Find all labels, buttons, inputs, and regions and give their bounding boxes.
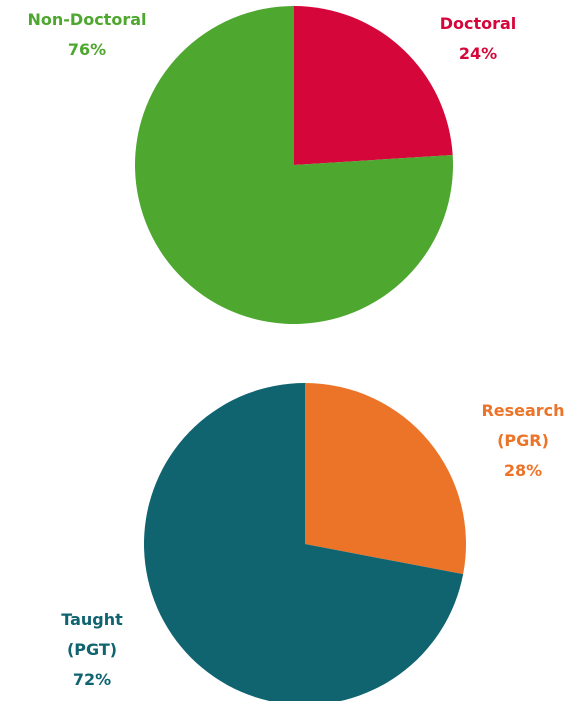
slice-label: Research (PGR) 28% <box>473 396 573 486</box>
slice-label: Non-Doctoral 76% <box>12 5 162 65</box>
value-label: 28% <box>503 461 543 480</box>
pie-slice <box>305 383 466 575</box>
slice-label: Doctoral 24% <box>423 9 533 69</box>
pie-slice <box>135 6 453 324</box>
value-label: 72% <box>72 670 112 689</box>
slice-label: Taught (PGT) 72% <box>52 605 132 695</box>
category-name: Taught (PGT) <box>61 610 123 659</box>
category-name: Doctoral <box>439 14 517 33</box>
category-name: Non-Doctoral <box>27 10 147 29</box>
pie-slice <box>294 6 453 165</box>
value-label: 76% <box>67 40 107 59</box>
value-label: 24% <box>458 44 498 63</box>
pie-slice <box>144 383 464 701</box>
category-name: Research (PGR) <box>481 401 565 450</box>
